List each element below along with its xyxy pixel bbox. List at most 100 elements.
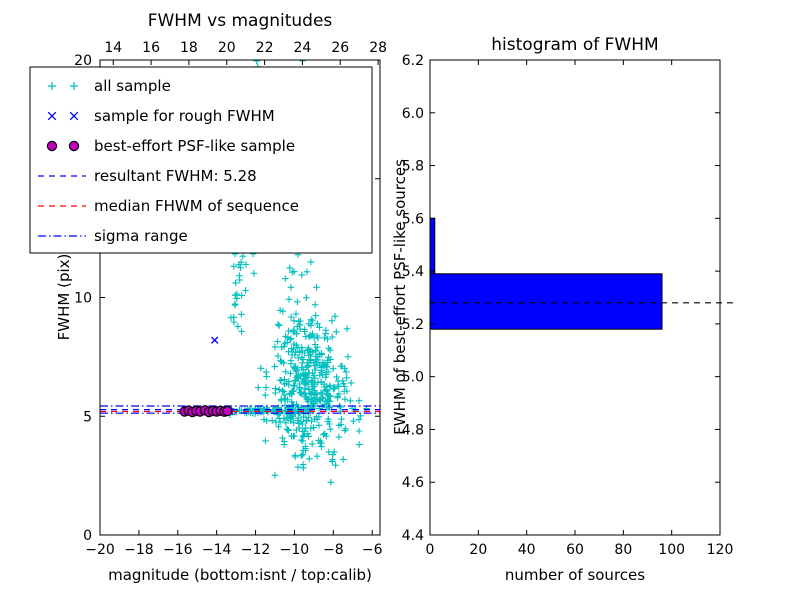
right-y-tick-label: 5.8 (402, 159, 424, 175)
scatter-point-all-sample (281, 438, 288, 445)
scatter-point-all-sample (293, 401, 300, 408)
left-top-x-tick-label: 24 (294, 40, 312, 56)
scatter-point-all-sample (274, 411, 281, 418)
scatter-point-all-sample (328, 317, 336, 325)
legend-marker-all-sample (70, 82, 78, 90)
scatter-point-all-sample (291, 432, 298, 440)
legend-marker-all-sample (48, 82, 56, 90)
scatter-point-all-sample (355, 397, 363, 404)
scatter-point-all-sample (318, 367, 325, 374)
scatter-point-all-sample (323, 363, 331, 371)
scatter-point-all-sample (307, 258, 315, 266)
scatter-point-all-sample (315, 422, 323, 429)
scatter-point-all-sample (327, 479, 335, 486)
scatter-point-all-sample (295, 414, 302, 422)
scatter-point-all-sample (295, 354, 302, 362)
scatter-point-all-sample (350, 417, 357, 425)
scatter-point-all-sample (286, 264, 294, 272)
scatter-point-all-sample (281, 395, 289, 402)
scatter-point-all-sample (302, 417, 310, 425)
left-plot-data (100, 60, 380, 486)
scatter-point-all-sample (330, 383, 338, 391)
scatter-point-all-sample (339, 456, 347, 463)
legend-label: resultant FWHM: 5.28 (94, 167, 257, 185)
scatter-point-all-sample (302, 424, 309, 432)
scatter-point-all-sample (291, 364, 298, 371)
left-x-tick-label: −8 (323, 542, 344, 558)
scatter-point-all-sample (305, 346, 313, 353)
scatter-point-all-sample (233, 295, 241, 302)
scatter-point-all-sample (337, 421, 345, 428)
left-plot-title: FWHM vs magnitudes (147, 11, 333, 31)
right-plot-ylabel: FWHM of best-effort PSF-like sources (391, 159, 409, 435)
scatter-point-all-sample (337, 403, 344, 411)
scatter-point-all-sample (347, 379, 355, 387)
scatter-point-all-sample (322, 326, 330, 334)
scatter-point-all-sample (296, 385, 303, 393)
scatter-point-psf-sample (222, 405, 233, 417)
right-y-tick-label: 6.0 (402, 106, 424, 122)
scatter-point-all-sample (262, 391, 269, 399)
scatter-point-all-sample (313, 362, 321, 369)
scatter-point-all-sample (278, 358, 285, 366)
scatter-point-all-sample (314, 353, 321, 360)
scatter-point-all-sample (294, 373, 301, 381)
scatter-point-all-sample (292, 310, 300, 318)
scatter-point-all-sample (307, 316, 315, 323)
scatter-point-all-sample (303, 268, 311, 276)
scatter-point-all-sample (242, 287, 249, 294)
scatter-point-all-sample (329, 365, 337, 372)
scatter-point-all-sample (335, 390, 343, 398)
scatter-point-all-sample (287, 417, 294, 425)
scatter-point-all-sample (344, 353, 352, 361)
scatter-point-all-sample (314, 320, 321, 328)
scatter-point-all-sample (238, 292, 245, 299)
right-x-tick-label: 40 (518, 542, 536, 558)
scatter-point-all-sample (290, 326, 297, 334)
scatter-point-all-sample (318, 390, 326, 397)
scatter-point-all-sample (309, 383, 316, 391)
scatter-point-all-sample (333, 373, 340, 381)
scatter-point-all-sample (355, 441, 363, 448)
legend-marker-sample-for-rough-fwhm (69, 111, 79, 121)
scatter-point-all-sample (275, 322, 283, 329)
right-x-tick-label: 80 (614, 542, 632, 558)
left-x-tick-label: −20 (85, 542, 115, 558)
scatter-point-all-sample (340, 380, 347, 387)
scatter-point-all-sample (291, 452, 299, 459)
scatter-point-all-sample (232, 301, 239, 309)
scatter-point-all-sample (290, 268, 298, 275)
scatter-point-all-sample (318, 443, 325, 450)
left-plot-xlabel: magnitude (bottom:isnt / top:calib) (108, 566, 372, 584)
scatter-point-all-sample (301, 390, 309, 398)
scatter-point-all-sample (279, 307, 287, 315)
scatter-point-all-sample (263, 373, 270, 380)
scatter-point-all-sample (299, 451, 306, 458)
right-x-tick-label: 20 (469, 542, 487, 558)
scatter-point-all-sample (283, 425, 291, 433)
left-x-tick-label: −18 (124, 542, 154, 558)
scatter-point-all-sample (299, 359, 306, 367)
legend-label: sample for rough FWHM (94, 107, 275, 125)
scatter-point-all-sample (326, 382, 333, 389)
scatter-point-all-sample (311, 301, 319, 308)
left-x-tick-label: −14 (202, 542, 232, 558)
right-y-tick-label: 5.6 (402, 211, 424, 227)
scatter-point-all-sample (328, 333, 336, 341)
scatter-point-all-sample (321, 334, 328, 342)
scatter-point-all-sample (300, 431, 308, 439)
scatter-point-all-sample (231, 300, 238, 308)
scatter-point-all-sample (296, 389, 304, 396)
scatter-point-all-sample (271, 471, 279, 479)
scatter-point-all-sample (313, 452, 321, 460)
scatter-point-all-sample (316, 371, 324, 379)
scatter-point-all-sample (300, 464, 307, 472)
scatter-point-all-sample (285, 296, 293, 303)
scatter-point-all-sample (302, 445, 309, 452)
scatter-point-all-sample (317, 437, 324, 445)
scatter-point-all-sample (300, 413, 307, 421)
scatter-point-all-sample (306, 455, 313, 463)
right-x-tick-label: 120 (707, 542, 734, 558)
